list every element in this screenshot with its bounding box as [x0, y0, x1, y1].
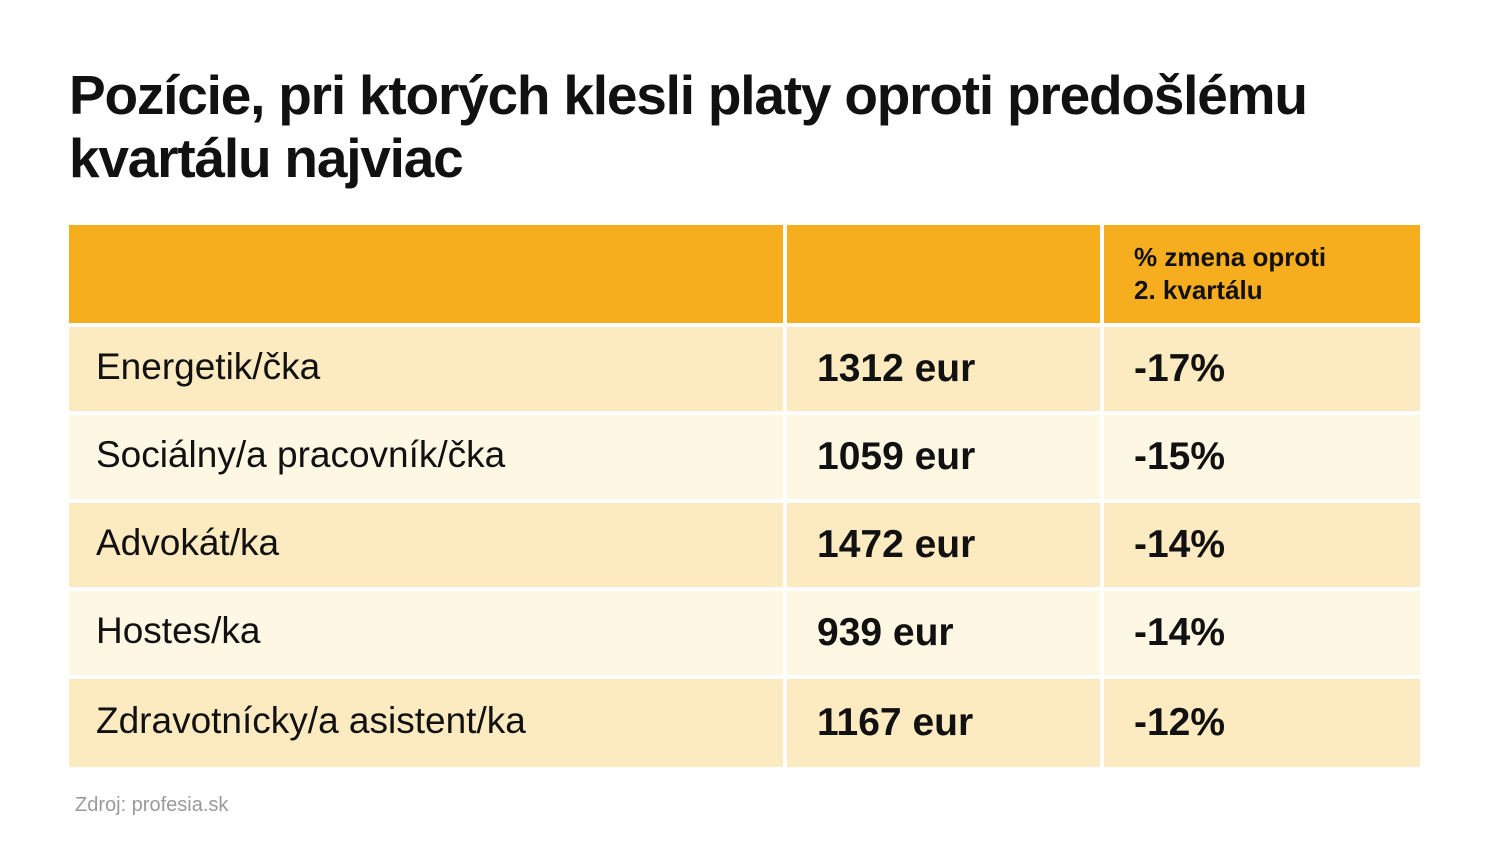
table-row: Advokát/ka 1472 eur -14% [69, 503, 1420, 591]
salary-cell: 1472 eur [787, 503, 1104, 591]
table-row: Hostes/ka 939 eur -14% [69, 591, 1420, 679]
table-row: Energetik/čka 1312 eur -17% [69, 327, 1420, 415]
salary-cell: 939 eur [787, 591, 1104, 679]
table-row: Zdravotnícky/a asistent/ka 1167 eur -12% [69, 679, 1420, 767]
source-note: Zdroj: profesia.sk [75, 794, 229, 816]
salary-cell: 1312 eur [787, 327, 1104, 415]
position-cell: Energetik/čka [69, 327, 787, 415]
position-cell: Sociálny/a pracovník/čka [69, 415, 787, 503]
header-change-label: % zmena oproti 2. kvartálu [1134, 242, 1327, 305]
header-position [69, 225, 787, 327]
position-cell: Hostes/ka [69, 591, 787, 679]
position-cell: Zdravotnícky/a asistent/ka [69, 679, 787, 767]
change-cell: -15% [1104, 415, 1420, 503]
change-cell: -17% [1104, 327, 1420, 415]
change-cell: -14% [1104, 591, 1420, 679]
salary-cell: 1167 eur [787, 679, 1104, 767]
header-change: % zmena oproti 2. kvartálu [1104, 225, 1420, 327]
change-cell: -12% [1104, 679, 1420, 767]
change-cell: -14% [1104, 503, 1420, 591]
salary-table: % zmena oproti 2. kvartálu Energetik/čka 1… [69, 225, 1420, 767]
header-salary [787, 225, 1104, 327]
table-header-row: % zmena oproti 2. kvartálu [69, 225, 1420, 327]
position-cell: Advokát/ka [69, 503, 787, 591]
chart-title: Pozície, pri ktorých klesli platy oproti… [69, 64, 1308, 189]
table-row: Sociálny/a pracovník/čka 1059 eur -15% [69, 415, 1420, 503]
table-body: Energetik/čka 1312 eur -17% Sociálny/a prac… [69, 327, 1420, 767]
salary-cell: 1059 eur [787, 415, 1104, 503]
